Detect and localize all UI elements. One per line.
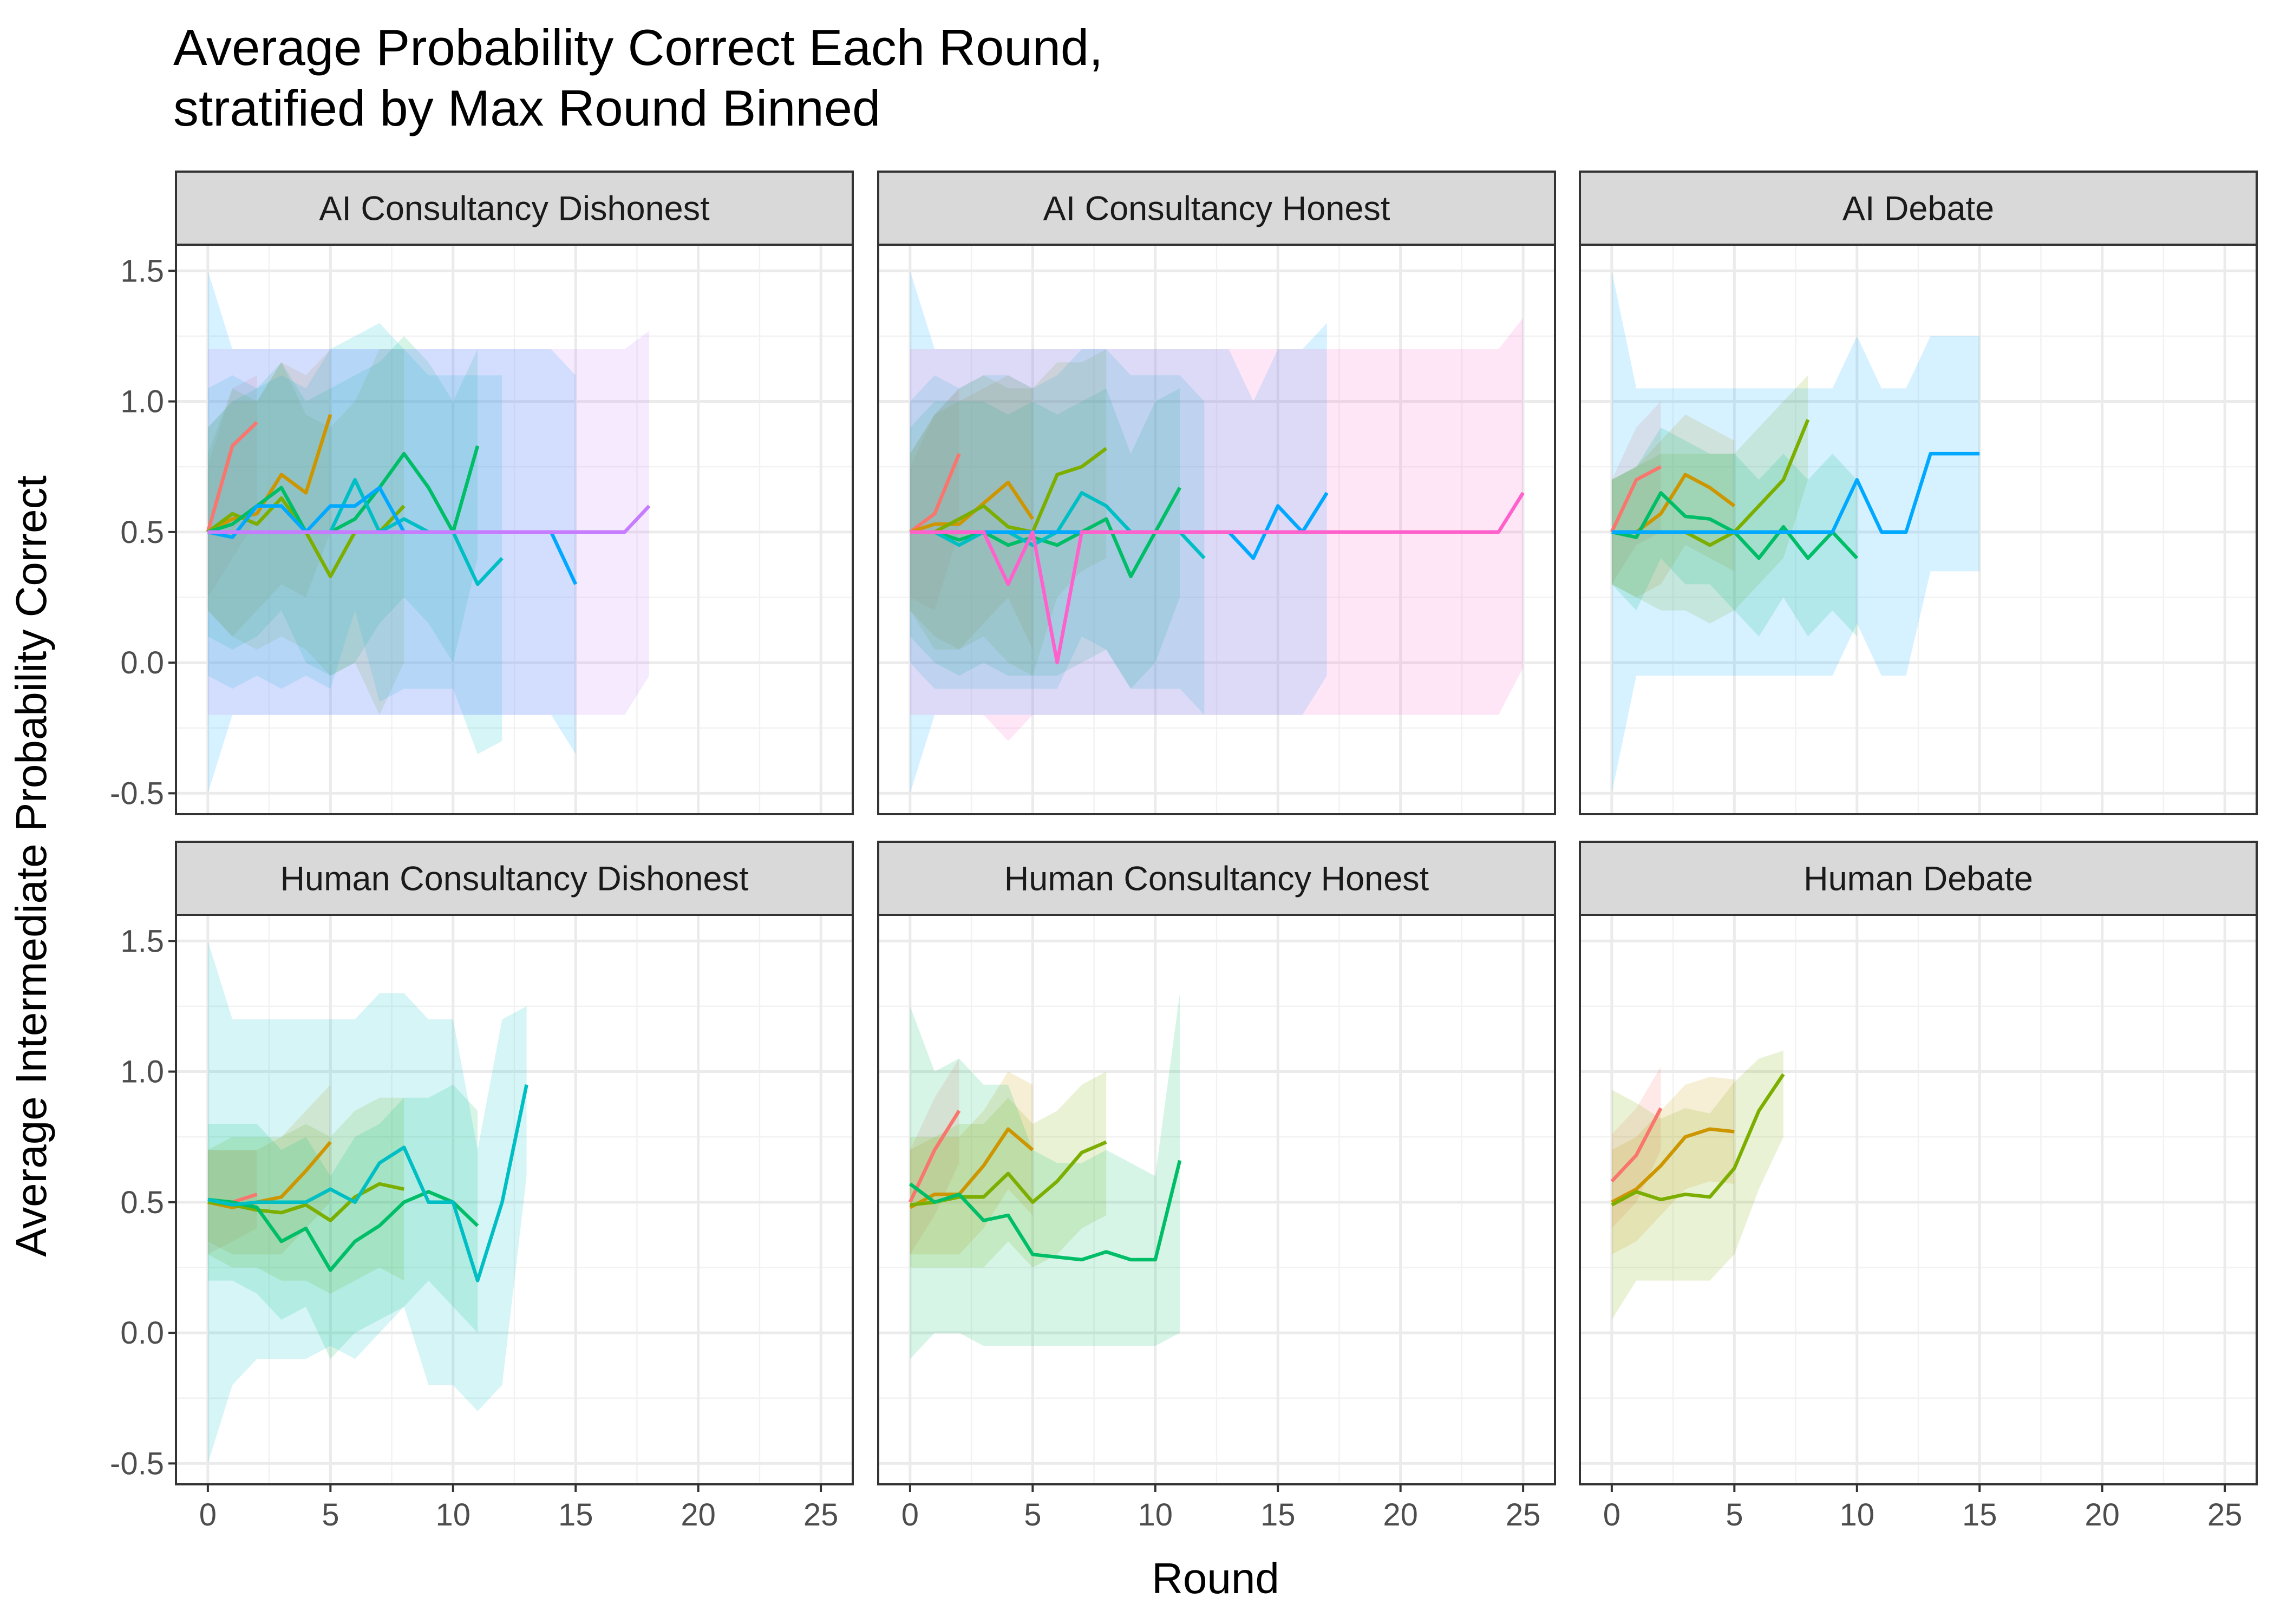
x-tick-label: 25 (1506, 1497, 1541, 1533)
facet-human-consultancy-honest: Human Consultancy Honest 0 5 10 15 20 25 (877, 841, 1556, 1533)
y-tick-label: 0.5 (120, 515, 164, 550)
ci-ribbon-teal (207, 941, 527, 1464)
ci-ribbon-ochre (910, 1071, 1033, 1255)
x-tick-label: 20 (681, 1497, 716, 1533)
series-line-olive (207, 1182, 404, 1222)
ci-ribbon-olive (910, 349, 1107, 676)
series-line-green (910, 487, 1181, 579)
x-tick-label: 10 (1840, 1497, 1875, 1533)
series-line-pink (910, 492, 1525, 665)
facet-strip-label: Human Debate (1803, 860, 2033, 898)
series-line-olive (910, 447, 1108, 534)
y-tick-label: 0.0 (120, 645, 164, 680)
y-tick-label: 0.0 (120, 1315, 164, 1351)
series-line-green (909, 1160, 1182, 1262)
facet-strip (877, 171, 1556, 246)
ci-ribbon-ochre (207, 1084, 331, 1255)
ci-ribbon-red (207, 375, 257, 598)
x-tick-label: 0 (199, 1497, 217, 1533)
x-tick-label: 0 (901, 1497, 919, 1533)
x-tick-label: 5 (1726, 1497, 1743, 1533)
series-line-red (206, 421, 258, 533)
chart-title-line-2: stratified by Max Round Binned (173, 80, 880, 136)
facet-strip-label: Human Consultancy Dishonest (280, 860, 749, 898)
x-tick-label: 5 (322, 1497, 339, 1533)
series-line-red (909, 453, 961, 534)
ci-ribbon-green (207, 1084, 478, 1359)
series-line-teal (207, 1084, 528, 1282)
facet-strip-label: Human Consultancy Honest (1004, 860, 1429, 898)
x-tick-label: 15 (1260, 1497, 1296, 1533)
facet-strip (175, 171, 854, 246)
series-line-ochre (1611, 1127, 1735, 1204)
ci-ribbon-red (910, 388, 959, 611)
x-tick-label: 10 (1138, 1497, 1173, 1533)
x-tick-label: 20 (2084, 1497, 2120, 1533)
x-axis-title: Round (1152, 1554, 1279, 1602)
x-tick-label: 5 (1024, 1497, 1041, 1533)
series-line-olive (1611, 1073, 1785, 1207)
x-tick-label: 25 (803, 1497, 839, 1533)
facet-strip (1579, 171, 2258, 246)
ci-ribbon-olive (207, 1097, 404, 1294)
series-line-red (908, 1110, 961, 1203)
facet-strip (1579, 841, 2258, 916)
ci-ribbon-olive (1611, 375, 1808, 624)
ci-ribbon-red (1611, 401, 1661, 585)
x-tick-label: 20 (1383, 1497, 1418, 1533)
ci-ribbon-red (910, 1058, 959, 1255)
y-tick-label: 1.0 (120, 1055, 164, 1090)
ci-ribbon-teal (207, 323, 502, 754)
x-tick-label: 15 (1962, 1497, 1997, 1533)
facet-strip (175, 841, 854, 916)
facet-human-debate: Human Debate 0 5 10 15 20 25 (1579, 841, 2258, 1533)
y-tick-label: -0.5 (110, 1446, 164, 1481)
facet-strip-label: AI Consultancy Dishonest (319, 190, 710, 228)
series-line-green (207, 1190, 479, 1272)
facet-panels: AI Consultancy Dishonest -0.5 0.0 0.5 1.0 1.5… (110, 171, 2258, 1533)
ci-ribbon-ochre (1611, 1077, 1735, 1255)
series-line-blue (1611, 451, 1980, 534)
y-tick-label: 1.5 (120, 924, 164, 959)
facet-ai-consultancy-dishonest: AI Consultancy Dishonest -0.5 0.0 0.5 1.0 1.5 (110, 171, 854, 815)
series-line-ochre (207, 1141, 332, 1209)
facet-ai-debate: AI Debate (1579, 171, 2258, 815)
series-line-purple (207, 505, 651, 534)
y-tick-label: -0.5 (110, 776, 164, 811)
ci-ribbon-red (1611, 1066, 1661, 1229)
facet-strip-label: AI Consultancy Honest (1043, 190, 1390, 228)
series-line-red (1610, 465, 1662, 533)
y-tick-label: 0.5 (120, 1185, 164, 1220)
series-line-red (1610, 1107, 1663, 1183)
series-line-ochre (909, 1127, 1034, 1209)
facet-ai-consultancy-honest: AI Consultancy Honest (877, 171, 1556, 815)
ci-ribbon-green (910, 993, 1180, 1359)
x-tick-label: 10 (436, 1497, 471, 1533)
y-tick-label: 1.5 (120, 253, 164, 289)
ci-ribbon-olive (910, 1071, 1107, 1268)
facet-strip (877, 841, 1556, 916)
ci-ribbon-purple (207, 331, 650, 715)
x-tick-label: 25 (2207, 1497, 2243, 1533)
series-line-ochre (207, 414, 332, 534)
chart-title-line-1: Average Probability Correct Each Round, (173, 19, 1103, 76)
facet-human-consultancy-dishonest: Human Consultancy Dishonest -0.5 0.0 0.5 1.0… (110, 841, 854, 1533)
y-axis-title: Average Intermediate Probability Correct (7, 475, 55, 1257)
ci-ribbon-pink (910, 318, 1524, 741)
x-tick-label: 0 (1603, 1497, 1620, 1533)
x-tick-label: 15 (558, 1497, 593, 1533)
y-tick-label: 1.0 (120, 384, 164, 420)
facet-strip-label: AI Debate (1842, 190, 1994, 228)
